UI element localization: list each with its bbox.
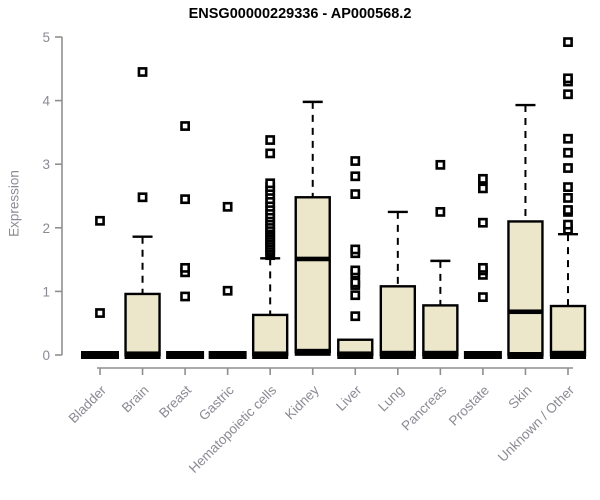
box-bottom-bar — [422, 352, 459, 359]
outlier-marker — [563, 133, 573, 144]
box-rect — [251, 313, 289, 357]
x-tick-label: Lung — [375, 383, 407, 415]
box-rect — [422, 304, 459, 357]
box-bottom-bar — [507, 352, 544, 359]
outlier-marker — [478, 217, 488, 228]
x-tick-label: Liver — [333, 382, 365, 414]
outlier-marker — [350, 171, 361, 182]
outlier-marker — [265, 148, 276, 159]
outlier-marker — [137, 67, 148, 77]
x-tick-label: Kidney — [282, 382, 322, 422]
median-line — [550, 350, 585, 356]
x-tick-label: Skin — [505, 383, 534, 412]
y-tick-label: 0 — [42, 348, 50, 363]
outlier-marker — [137, 192, 148, 203]
outlier-marker — [350, 311, 361, 322]
outlier-marker — [350, 265, 361, 276]
outlier-marker — [563, 73, 573, 84]
median-line — [125, 351, 160, 357]
outlier-marker — [265, 178, 276, 189]
collapsed-box-bar — [81, 351, 119, 359]
outlier-marker — [350, 290, 361, 301]
x-tick-label: Gastric — [196, 382, 237, 423]
y-tick-label: 5 — [42, 30, 50, 45]
outlier-marker — [222, 285, 233, 296]
y-tick-label: 1 — [42, 284, 50, 299]
outlier-marker — [350, 277, 361, 288]
outlier-marker — [180, 291, 190, 302]
median-line — [338, 351, 373, 357]
x-tick-label: Breast — [156, 382, 194, 420]
outlier-marker — [478, 262, 488, 273]
median-line — [380, 350, 415, 356]
collapsed-box-bar — [166, 351, 205, 359]
outlier-marker — [563, 37, 573, 47]
outlier-marker — [563, 163, 573, 173]
outlier-marker — [563, 205, 573, 215]
box-bottom-bar — [549, 352, 586, 359]
median-line — [295, 256, 330, 262]
outlier-marker — [563, 193, 573, 203]
outlier-marker — [180, 121, 190, 131]
x-tick-label: Pancreas — [399, 382, 450, 433]
y-tick-label: 2 — [42, 221, 50, 236]
box-rect — [294, 196, 331, 354]
outlier-marker — [563, 89, 573, 100]
collapsed-box-bar — [463, 351, 502, 359]
x-tick-label: Unknown / Other — [495, 382, 578, 465]
outlier-marker — [350, 189, 361, 199]
outlier-marker — [478, 292, 488, 303]
outlier-marker — [435, 159, 446, 170]
chart-title: ENSG00000229336 - AP000568.2 — [188, 6, 412, 22]
collapsed-box-bar — [208, 351, 247, 359]
box-bottom-bar — [379, 352, 416, 359]
box-rect — [507, 220, 544, 357]
outlier-marker — [350, 244, 361, 255]
box-rect — [124, 292, 161, 357]
x-tick-label: Brain — [119, 383, 152, 416]
median-line — [508, 309, 543, 315]
outlier-marker — [563, 147, 573, 158]
outlier-marker — [350, 156, 361, 166]
outlier-marker — [180, 194, 190, 205]
y-tick-label: 4 — [42, 94, 50, 109]
median-line — [253, 351, 288, 357]
y-tick-label: 3 — [42, 157, 50, 172]
box-bottom-bar — [294, 348, 331, 356]
outlier-marker — [180, 262, 190, 273]
box-rect — [549, 304, 587, 357]
outlier-marker — [222, 201, 233, 212]
outlier-marker — [478, 183, 488, 194]
outlier-marker — [265, 135, 276, 145]
x-tick-label: Bladder — [66, 382, 110, 426]
outlier-marker — [435, 207, 446, 217]
median-line — [423, 350, 458, 356]
outlier-marker — [478, 173, 488, 184]
outlier-marker — [95, 308, 105, 318]
outlier-marker — [563, 219, 573, 230]
box-rect — [379, 285, 417, 357]
outlier-marker — [563, 182, 573, 192]
outlier-marker — [95, 215, 105, 226]
x-tick-label: Prostate — [446, 383, 492, 429]
